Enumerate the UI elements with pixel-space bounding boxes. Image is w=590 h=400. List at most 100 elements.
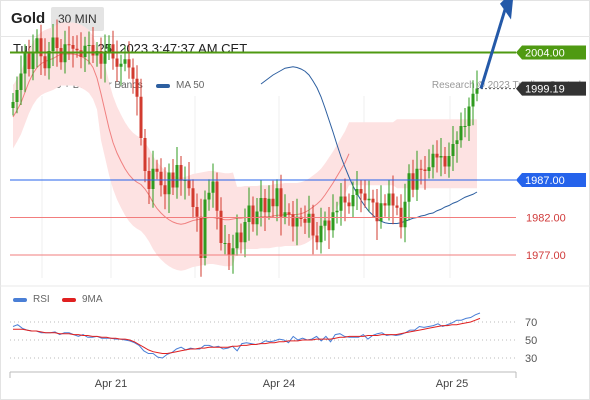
- x-tick-label: Apr 24: [263, 378, 295, 390]
- level-label-2004.00: 2004.00: [525, 48, 565, 60]
- candle-body: [235, 232, 239, 249]
- candle-body: [203, 199, 207, 258]
- candle-body: [439, 156, 443, 158]
- candle-body: [159, 171, 163, 186]
- candle-body: [219, 210, 223, 243]
- candle-body: [151, 168, 155, 189]
- candle-body: [379, 203, 383, 222]
- candle-body: [343, 196, 347, 203]
- rsi-level-label: 50: [525, 335, 537, 347]
- x-tick-label: Apr 21: [95, 378, 127, 390]
- candle-body: [363, 193, 367, 201]
- candle-body: [315, 235, 319, 243]
- candle-body: [391, 193, 395, 206]
- candle-body: [35, 38, 39, 53]
- candle-body: [335, 210, 339, 213]
- candle-body: [459, 126, 463, 141]
- level-tag-2004.00: [516, 45, 586, 60]
- candle-body: [263, 198, 267, 213]
- candle-body: [199, 216, 203, 258]
- candle-body: [307, 213, 311, 223]
- candle-body: [355, 189, 359, 195]
- candle-body: [283, 212, 287, 217]
- candle-body: [247, 205, 251, 222]
- candle-body: [463, 126, 467, 127]
- candle-body: [295, 216, 299, 227]
- candle-body: [311, 213, 315, 236]
- candle-body: [107, 44, 111, 53]
- candle-body: [431, 153, 435, 168]
- candle-body: [351, 195, 355, 207]
- candle-body: [143, 138, 147, 171]
- candle-body: [191, 188, 195, 207]
- ma50-label: MA 50: [176, 80, 205, 91]
- candle-body: [339, 196, 343, 211]
- candle-body: [331, 212, 335, 231]
- candle-body: [187, 180, 191, 189]
- candle-body: [51, 37, 55, 51]
- candle-body: [127, 59, 131, 68]
- candle-body: [179, 165, 183, 181]
- candle-body: [155, 168, 159, 172]
- candle-body: [227, 243, 231, 255]
- ma9-swatch: [62, 297, 76, 302]
- candle-body: [175, 165, 179, 188]
- candle-body: [163, 185, 167, 195]
- candle-body: [383, 203, 387, 206]
- candle-body: [407, 173, 411, 202]
- candle-body: [167, 172, 171, 195]
- candle-body: [11, 102, 15, 108]
- candle-body: [259, 198, 263, 212]
- candle-body: [443, 156, 447, 167]
- rsi-swatch: [13, 297, 27, 302]
- candle-body: [475, 88, 479, 94]
- candle-body: [195, 207, 199, 217]
- candle-body: [323, 220, 327, 226]
- candle-body: [15, 90, 19, 102]
- candle-body: [111, 44, 115, 59]
- candle-body: [275, 188, 279, 207]
- candle-body: [435, 153, 439, 158]
- candle-body: [43, 56, 47, 69]
- rsi-line: [12, 312, 481, 359]
- legend-ma50: MA 50: [156, 80, 204, 91]
- candle-body: [267, 198, 271, 213]
- instrument-title: Gold: [11, 10, 46, 27]
- candle-body: [75, 48, 79, 51]
- level-tag-1999.19: [516, 81, 586, 96]
- candle-body: [291, 214, 295, 227]
- candle-body: [427, 167, 431, 171]
- legend-9ma: 9MA: [62, 294, 103, 305]
- candle-body: [55, 37, 59, 48]
- candle-body: [287, 212, 291, 215]
- candle-body: [139, 96, 143, 138]
- rsi-label: RSI: [33, 294, 50, 305]
- forecast-arrow-shaft: [479, 2, 509, 90]
- candle-body: [411, 173, 415, 190]
- candle-body: [359, 189, 363, 194]
- level-label-1999.19: 1999.19: [525, 84, 565, 96]
- candle-body: [131, 67, 135, 79]
- level-tag-1987.00: [516, 173, 586, 187]
- candle-body: [123, 59, 127, 64]
- ma50-swatch: [156, 83, 170, 88]
- level-label-1982.00: 1982.00: [526, 213, 566, 225]
- candle-body: [467, 106, 471, 126]
- candle-body: [423, 169, 427, 171]
- rsi-level-label: 30: [525, 353, 537, 365]
- candle-body: [447, 156, 451, 167]
- level-label-1987.00: 1987.00: [525, 175, 565, 187]
- candle-body: [91, 45, 95, 56]
- candle-body: [415, 168, 419, 190]
- legend-rsi: RSI: [13, 294, 50, 305]
- candle-body: [419, 168, 423, 170]
- candle-body: [67, 44, 71, 46]
- candle-body: [387, 193, 391, 206]
- candle-body: [239, 232, 243, 243]
- candle-body: [451, 144, 455, 156]
- candle-body: [71, 45, 75, 49]
- candle-body: [279, 188, 283, 217]
- candle-body: [115, 58, 119, 67]
- candle-body: [371, 198, 375, 203]
